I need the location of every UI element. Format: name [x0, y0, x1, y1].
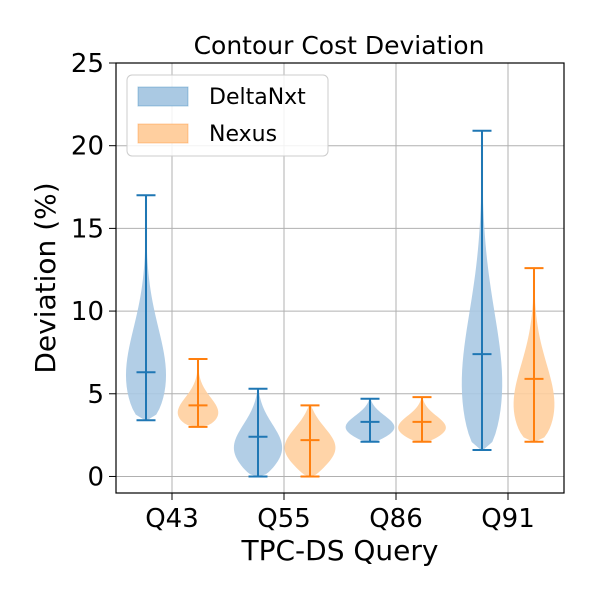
legend-label-nexus: Nexus: [209, 122, 277, 147]
y-tick-label: 25: [71, 49, 104, 79]
y-tick-label: 5: [87, 380, 104, 410]
violin-deltanxt: [125, 194, 167, 422]
violins: [125, 129, 555, 478]
chart-title: Contour Cost Deviation: [194, 31, 485, 60]
legend-swatch-nexus: [137, 123, 189, 144]
violin-deltanxt: [461, 129, 503, 451]
violin-deltanxt: [233, 387, 283, 478]
violin-nexus: [513, 267, 555, 443]
y-tick-label: 15: [71, 214, 104, 244]
violin-nexus: [398, 396, 446, 443]
violin-nexus: [284, 404, 336, 478]
legend: DeltaNxt Nexus: [126, 74, 329, 157]
x-tick-label: Q86: [369, 504, 423, 534]
legend-swatch-deltanxt: [137, 86, 189, 107]
axis-ticks: 0 5 10 15 20 25 Q43 Q55 Q86 Q91: [71, 49, 535, 534]
x-axis-label: TPC-DS Query: [241, 534, 439, 567]
x-tick-label: Q43: [145, 504, 199, 534]
violin-deltanxt: [345, 397, 395, 443]
y-tick-label: 20: [71, 132, 104, 162]
y-tick-label: 0: [87, 462, 104, 492]
y-axis-label: Deviation (%): [29, 182, 62, 373]
x-tick-label: Q91: [481, 504, 535, 534]
legend-label-deltanxt: DeltaNxt: [209, 85, 306, 110]
plot-frame: [115, 62, 565, 494]
violin-nexus: [177, 358, 219, 428]
y-tick-label: 10: [71, 297, 104, 327]
x-tick-label: Q55: [257, 504, 311, 534]
